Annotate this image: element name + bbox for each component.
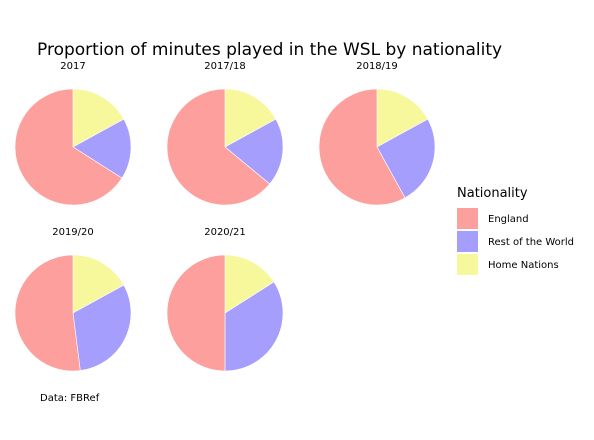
legend-title: Nationality xyxy=(457,186,528,201)
facet-panels: 2017 2017/18 2018/19 2019/20 2020/21 xyxy=(14,61,436,372)
pie-slice-home-nations xyxy=(224,88,277,148)
legend-label-home-nations: Home Nations xyxy=(488,260,559,271)
legend-label-rest-of-the-world: Rest of the World xyxy=(488,237,574,248)
chart-title: Proportion of minutes played in the WSL … xyxy=(37,40,502,60)
pie-slice-rest-of-the-world xyxy=(72,118,132,179)
pie-slice-rest-of-the-world xyxy=(72,284,132,371)
pie-slice-home-nations xyxy=(72,88,125,148)
legend: Nationality England Rest of the World Home… xyxy=(457,186,574,275)
facet-2019-20: 2019/20 xyxy=(14,227,132,372)
pie-slice-england xyxy=(14,88,123,206)
facet-2018-19: 2018/19 xyxy=(318,61,436,206)
pie-slice-rest-of-the-world xyxy=(224,281,284,372)
legend-key-england xyxy=(457,208,478,229)
facet-label: 2017/18 xyxy=(204,61,246,72)
facet-label: 2019/20 xyxy=(52,227,94,238)
legend-label-england: England xyxy=(488,214,529,225)
facet-2020-21: 2020/21 xyxy=(166,227,284,372)
chart-caption: Data: FBRef xyxy=(40,393,100,404)
facet-label: 2017 xyxy=(60,61,85,72)
pie-slice-england xyxy=(166,88,271,206)
facet-2017-18: 2017/18 xyxy=(166,61,284,206)
facet-label: 2018/19 xyxy=(356,61,398,72)
pie-slice-rest-of-the-world xyxy=(376,118,436,199)
pie-slice-home-nations xyxy=(224,254,275,314)
pie-slice-england xyxy=(318,88,406,206)
facet-2017: 2017 xyxy=(14,61,132,206)
pie-slice-home-nations xyxy=(376,88,429,148)
pie-slice-england xyxy=(14,254,81,372)
pie-slice-england xyxy=(166,254,226,372)
legend-key-rest-of-the-world xyxy=(457,231,478,252)
pie-slice-home-nations xyxy=(72,254,125,314)
facet-label: 2020/21 xyxy=(204,227,246,238)
pie-slice-rest-of-the-world xyxy=(224,118,284,185)
legend-key-home-nations xyxy=(457,254,478,275)
